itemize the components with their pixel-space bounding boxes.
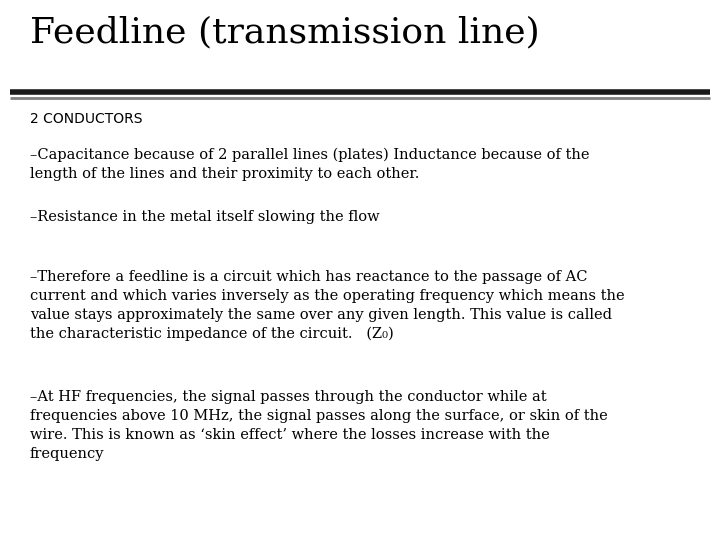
Text: Feedline (transmission line): Feedline (transmission line) <box>30 15 540 49</box>
Text: –Resistance in the metal itself slowing the flow: –Resistance in the metal itself slowing … <box>30 210 379 224</box>
Text: –Therefore a feedline is a circuit which has reactance to the passage of AC
curr: –Therefore a feedline is a circuit which… <box>30 270 625 341</box>
Text: 2 CONDUCTORS: 2 CONDUCTORS <box>30 112 143 126</box>
Text: –Capacitance because of 2 parallel lines (plates) Inductance because of the
leng: –Capacitance because of 2 parallel lines… <box>30 148 590 181</box>
Text: –At HF frequencies, the signal passes through the conductor while at
frequencies: –At HF frequencies, the signal passes th… <box>30 390 608 461</box>
